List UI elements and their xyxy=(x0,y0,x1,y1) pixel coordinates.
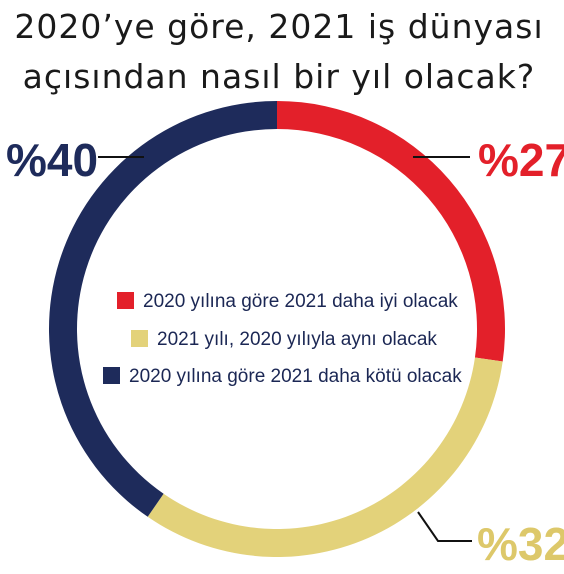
legend-swatch-better xyxy=(117,292,134,309)
donut-slices xyxy=(48,101,505,558)
leader-lines xyxy=(98,156,472,542)
slice-label-same: %32 xyxy=(477,518,564,570)
slice-label-worse: %40 xyxy=(6,134,98,186)
donut-slice-same xyxy=(147,357,503,558)
legend-label-worse: 2020 yılına göre 2021 daha kötü olacak xyxy=(129,366,462,387)
legend-item-better: 2020 yılına göre 2021 daha iyi olacak xyxy=(117,291,458,312)
legend-label-better: 2020 yılına göre 2021 daha iyi olacak xyxy=(143,291,458,312)
donut-slice-better xyxy=(277,101,505,362)
legend-item-worse: 2020 yılına göre 2021 daha kötü olacak xyxy=(103,366,462,387)
legend-swatch-same xyxy=(131,330,148,347)
legend-item-same: 2021 yılı, 2020 yılıyla aynı olacak xyxy=(131,329,437,350)
legend: 2020 yılına göre 2021 daha iyi olacak 20… xyxy=(103,291,462,387)
chart-title-line-2: açısından nasıl bir yıl olacak? xyxy=(23,57,536,96)
slice-label-better: %27 xyxy=(478,134,564,186)
legend-swatch-worse xyxy=(103,367,120,384)
chart-title-line-1: 2020’ye göre, 2021 iş dünyası xyxy=(14,7,543,46)
legend-label-same: 2021 yılı, 2020 yılıyla aynı olacak xyxy=(157,329,437,350)
donut-slice-worse xyxy=(48,101,277,517)
leader-line-same xyxy=(417,511,472,542)
